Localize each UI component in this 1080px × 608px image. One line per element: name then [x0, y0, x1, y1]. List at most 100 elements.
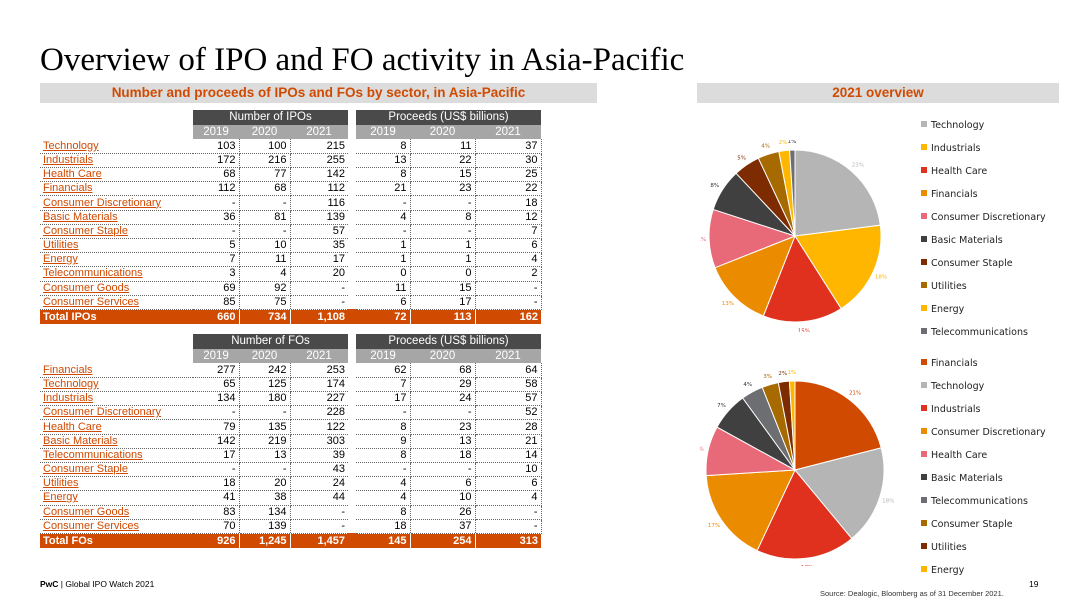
group-header-row: Number of IPOs Proceeds (US$ billions) — [40, 110, 541, 125]
value-cell: 15 — [410, 167, 476, 183]
pie-data-label: 18% — [875, 274, 887, 280]
table-row: Telecommunications 3 4 20 0 0 2 — [40, 266, 542, 282]
sector-label: Consumer Staple — [40, 462, 193, 478]
legend-item: Consumer Staple — [921, 519, 1013, 531]
value-cell: 69 — [193, 281, 240, 296]
legend-label: Utilities — [931, 281, 967, 292]
year-header: 2021 — [290, 125, 348, 140]
pie-data-label: 15% — [798, 329, 810, 332]
value-cell: - — [475, 295, 542, 310]
value-cell: 24 — [410, 391, 476, 407]
group-gap — [348, 533, 356, 549]
value-cell: 18 — [475, 195, 542, 211]
value-cell: 219 — [239, 434, 291, 449]
legend-swatch — [921, 520, 927, 526]
value-cell: 24 — [290, 476, 348, 492]
group-gap — [348, 505, 356, 519]
value-cell: - — [193, 462, 240, 478]
value-cell: - — [410, 462, 476, 478]
value-cell: - — [356, 462, 411, 478]
table-row: Consumer Goods 69 92-11 15- — [40, 281, 542, 296]
pie-data-label: 2% — [779, 140, 788, 146]
sector-label: Financials — [40, 363, 193, 378]
value-cell: 7 — [193, 252, 240, 268]
legend-swatch — [921, 474, 927, 480]
pie-data-label: 7% — [717, 403, 726, 409]
page-title: Overview of IPO and FO activity in Asia-… — [40, 42, 685, 78]
sector-label: Basic Materials — [40, 434, 193, 449]
value-cell: 44 — [290, 490, 348, 506]
table-row: Technology 65 125 174 7 29 58 — [40, 377, 542, 393]
value-cell: 57 — [290, 224, 348, 240]
table-row: Health Care 79 135 122 8 23 28 — [40, 419, 542, 435]
value-cell: 180 — [239, 391, 291, 407]
table-row: Industrials 172 216 255 13 22 30 — [40, 153, 542, 169]
year-header: 2020 — [239, 349, 290, 364]
header-spacer — [40, 125, 193, 139]
header-spacer — [40, 349, 193, 363]
legend-label: Industrials — [931, 143, 981, 154]
total-row: Total FOs 926 1,245 1,457 145 254 313 — [40, 533, 541, 549]
value-cell: 11 — [356, 281, 411, 296]
footer: PwC | Global IPO Watch 2021 — [40, 579, 154, 589]
value-cell: 303 — [290, 434, 348, 449]
legend-label: Financials — [931, 189, 978, 200]
value-cell: 8 — [356, 448, 411, 464]
value-cell: - — [193, 195, 240, 211]
legend-label: Energy — [931, 304, 965, 315]
value-cell: 6 — [475, 238, 542, 254]
value-cell: 83 — [193, 505, 240, 520]
total-value: 734 — [239, 309, 291, 325]
legend-label: Energy — [931, 565, 965, 576]
table-row: Basic Materials 36 81 139 4 8 12 — [40, 210, 542, 225]
total-value: 1,245 — [239, 533, 291, 549]
value-cell: 11 — [239, 252, 291, 268]
count-group-header: Number of FOs — [193, 334, 348, 349]
legend-item: Financials — [921, 189, 978, 201]
legend-label: Telecommunications — [931, 496, 1028, 507]
sector-label: Consumer Staple — [40, 224, 193, 240]
value-cell: 8 — [356, 419, 411, 435]
total-value: 313 — [475, 533, 541, 549]
value-cell: - — [356, 224, 411, 240]
sector-label: Consumer Goods — [40, 281, 193, 296]
value-cell: - — [475, 505, 542, 520]
pie-data-label: 2% — [778, 371, 787, 377]
value-cell: 103 — [193, 139, 240, 154]
count-group-header: Number of IPOs — [193, 110, 348, 125]
sector-label: Utilities — [40, 476, 193, 492]
total-value: 926 — [193, 533, 240, 549]
value-cell: 14 — [475, 448, 542, 464]
value-cell: 17 — [290, 252, 348, 268]
value-cell: 142 — [290, 167, 348, 183]
value-cell: - — [410, 195, 476, 211]
value-cell: 4 — [356, 490, 411, 506]
sector-label: Consumer Discretionary — [40, 405, 193, 421]
table-row: Consumer Staple - -57- -7 — [40, 224, 542, 240]
legend-item: Utilities — [921, 281, 967, 293]
group-gap — [348, 295, 356, 309]
value-cell: 1 — [356, 252, 411, 268]
pie-slice — [756, 469, 853, 560]
group-gap — [348, 392, 356, 406]
total-value: 1,108 — [290, 309, 348, 325]
legend-swatch — [921, 121, 927, 127]
legend-item: Consumer Staple — [921, 258, 1013, 270]
value-cell: 100 — [239, 139, 291, 154]
group-gap — [348, 309, 356, 325]
legend-item: Industrials — [921, 404, 981, 416]
year-header-row: 2019 2020 2021 2019 2020 2021 — [40, 125, 541, 140]
year-header-row: 2019 2020 2021 2019 2020 2021 — [40, 349, 541, 364]
legend-swatch — [921, 497, 927, 503]
legend-swatch — [921, 144, 927, 150]
value-cell: 29 — [410, 377, 476, 393]
value-cell: 242 — [239, 363, 291, 378]
legend-swatch — [921, 167, 927, 173]
legend-item: Basic Materials — [921, 235, 1003, 247]
value-cell: 4 — [475, 490, 542, 506]
value-cell: - — [239, 224, 291, 240]
total-value: 145 — [356, 533, 411, 549]
value-cell: 277 — [193, 363, 240, 378]
value-cell: 52 — [475, 405, 542, 421]
value-cell: - — [239, 405, 291, 421]
